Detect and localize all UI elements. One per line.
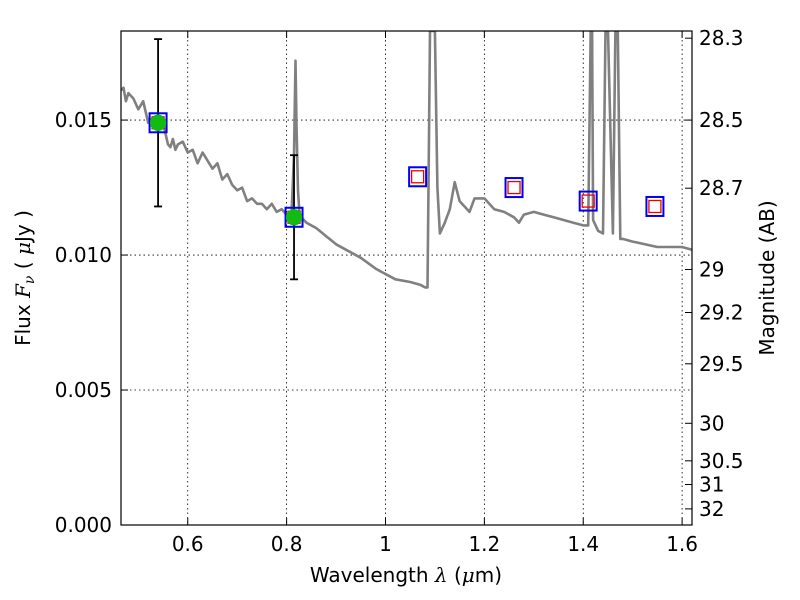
mag-tick-label: 32: [699, 497, 724, 521]
mag-tick-label: 29.2: [699, 300, 744, 324]
spectrum-line: [121, 31, 692, 289]
model-spectrum: [121, 31, 692, 289]
x-tick-label: 1: [379, 532, 392, 556]
y-axis-title: Flux Fν ( μJy ): [11, 210, 38, 346]
y-tick-label: 0.010: [55, 243, 112, 267]
y-tick-label: 0.005: [55, 378, 112, 402]
y-tick-label: 0.015: [55, 108, 112, 132]
model-photometry-inner-square: [410, 170, 425, 184]
mag-tick-label: 31: [699, 473, 724, 497]
model-photometry-inner-square: [581, 194, 595, 208]
model-photometry-square: [284, 206, 304, 228]
mag-tick-label: 28.3: [699, 26, 744, 50]
mag-tick-label: 30.5: [699, 449, 744, 473]
x-tick-label: 0.8: [271, 532, 303, 556]
x-tick-label: 1.4: [567, 532, 599, 556]
model-photometry-square: [578, 190, 598, 212]
model-photometry-square: [645, 195, 665, 217]
model-photometry-inner-square: [507, 180, 521, 195]
model-photometry-inner-square: [648, 199, 662, 214]
axis-ticks: 0.6 0.8 1 1.2 1.4 1.6 0.000 0.005 0.010 0.015 28.3…: [55, 26, 744, 556]
model-photometry-square: [408, 166, 428, 188]
x-tick-label: 1.2: [468, 532, 500, 556]
data-points: [148, 112, 665, 228]
model-photometry-square: [148, 112, 168, 134]
detection-point: [285, 209, 303, 226]
mag-tick-label: 28.5: [699, 108, 744, 132]
x-axis-title: Wavelength λ (μm): [310, 563, 502, 587]
model-photometry-square: [504, 177, 524, 199]
mag-tick-label: 29: [699, 258, 724, 282]
x-tick-label: 1.6: [666, 532, 698, 556]
mag-tick-label: 28.7: [699, 176, 744, 200]
mag-tick-label: 29.5: [699, 352, 744, 376]
y-tick-label: 0.000: [55, 513, 112, 537]
x-tick-label: 0.6: [172, 532, 204, 556]
mag-tick-label: 30: [699, 411, 724, 435]
plot-frame: [120, 30, 693, 526]
grid-lines: [121, 31, 692, 525]
y2-axis-title: Magnitude (AB): [755, 200, 779, 355]
detection-point: [149, 114, 167, 132]
